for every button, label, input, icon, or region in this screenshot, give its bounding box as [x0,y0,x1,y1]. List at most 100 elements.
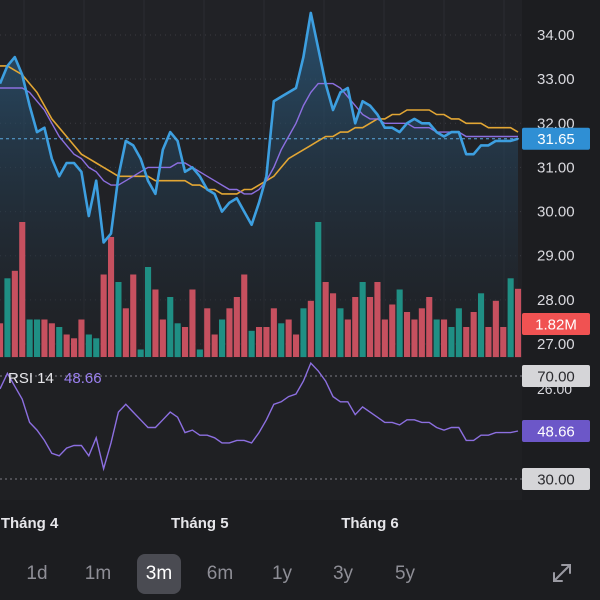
svg-text:30.00: 30.00 [537,472,575,489]
volume-bar [344,319,351,357]
month-label: Tháng 4 [1,515,59,532]
price-line [0,11,519,244]
volume-bar [352,297,359,357]
price-tick-label: 34.00 [537,27,575,44]
volume-bar [174,323,181,358]
rsi-label: RSI 14 [8,370,54,387]
volume-bar [159,319,166,357]
volume-bar [152,289,159,357]
volume-bar [322,282,329,357]
svg-text:70.00: 70.00 [537,369,575,386]
period-3m[interactable]: 3m [137,554,181,594]
volume-bar [330,293,337,358]
rsi-line [0,361,519,472]
period-1d[interactable]: 1d [26,563,48,584]
volume-bar [485,327,492,357]
volume-bar [233,297,240,357]
volume-bars [0,222,522,358]
period-1m[interactable]: 1m [84,563,112,584]
volume-bar [463,327,470,357]
volume-bar [337,308,344,358]
volume-bar [41,319,48,357]
price-tick-label: 33.00 [537,71,575,88]
volume-bar [256,327,263,357]
volume-bar [478,293,485,358]
volume-bar [34,319,41,357]
rsi-30-badge: 30.00 [522,468,590,490]
volume-bar [130,274,137,357]
volume-bar [0,323,4,358]
volume-bar [196,349,203,357]
rsi-title: RSI 14 48.66 [8,370,102,387]
price-tick-label: 27.00 [537,336,575,353]
volume-bar [219,319,226,357]
volume-bar [19,222,26,357]
time-axis: Tháng 4 Tháng 5 Tháng 6 [1,515,399,532]
volume-bar [137,349,144,357]
volume-bar [78,319,85,357]
period-selector: 1d 1m 3m 6m 1y 3y 5y [0,548,600,600]
volume-bar [374,282,381,357]
volume-bar [300,308,307,358]
volume-bar [470,312,477,357]
volume-bar [396,289,403,357]
volume-bar [167,297,174,357]
price-tick-label: 28.00 [537,292,575,309]
volume-bar [500,327,507,357]
volume-bar [278,323,285,358]
period-1y[interactable]: 1y [271,563,293,584]
stock-chart[interactable]: 34.0033.0032.0031.0030.0029.0028.0027.00… [0,0,600,548]
volume-bar [85,334,92,357]
volume-bar [441,319,448,357]
volume-bar [515,288,522,358]
volume-bar [204,308,211,358]
svg-text:31.65: 31.65 [537,131,575,148]
volume-bar [4,278,11,358]
price-tick-label: 29.00 [537,248,575,265]
rsi-value-badge: 48.66 [522,419,590,442]
current-price-badge: 31.65 [522,127,590,150]
volume-badge: 1.82M [522,313,590,335]
volume-bar [359,282,366,357]
volume-bar [426,297,433,357]
volume-bar [182,327,189,357]
volume-bar [71,338,78,358]
volume-bar [48,323,55,358]
month-label: Tháng 5 [171,515,229,532]
volume-bar [93,338,100,358]
volume-bar [492,300,499,358]
price-tick-label: 31.00 [537,159,575,176]
volume-bar [455,308,462,358]
price-tick-label: 30.00 [537,204,575,221]
volume-bar [315,222,322,357]
ma-long-line [0,65,519,195]
volume-bar [448,327,455,357]
volume-bar [26,319,33,357]
volume-bar [263,327,270,357]
volume-bar [241,274,248,357]
volume-bar [307,300,314,358]
volume-bar [145,267,152,357]
svg-text:48.66: 48.66 [537,423,575,440]
volume-bar [108,237,115,357]
period-5y[interactable]: 5y [394,563,416,584]
volume-bar [404,312,411,357]
volume-bar [507,278,514,358]
volume-bar [100,274,107,357]
volume-bar [270,308,277,358]
period-3y[interactable]: 3y [332,563,354,584]
volume-bar [381,319,388,357]
volume-bar [285,319,292,357]
volume-bar [115,282,122,357]
expand-icon[interactable] [549,560,575,586]
volume-bar [389,304,396,357]
period-6m[interactable]: 6m [206,563,234,584]
volume-bar [56,327,63,357]
price-area-fill [0,12,518,359]
volume-bar [418,308,425,358]
volume-bar [11,270,18,358]
volume-bar [411,319,418,357]
volume-bar [211,334,218,357]
volume-bar [293,334,300,357]
